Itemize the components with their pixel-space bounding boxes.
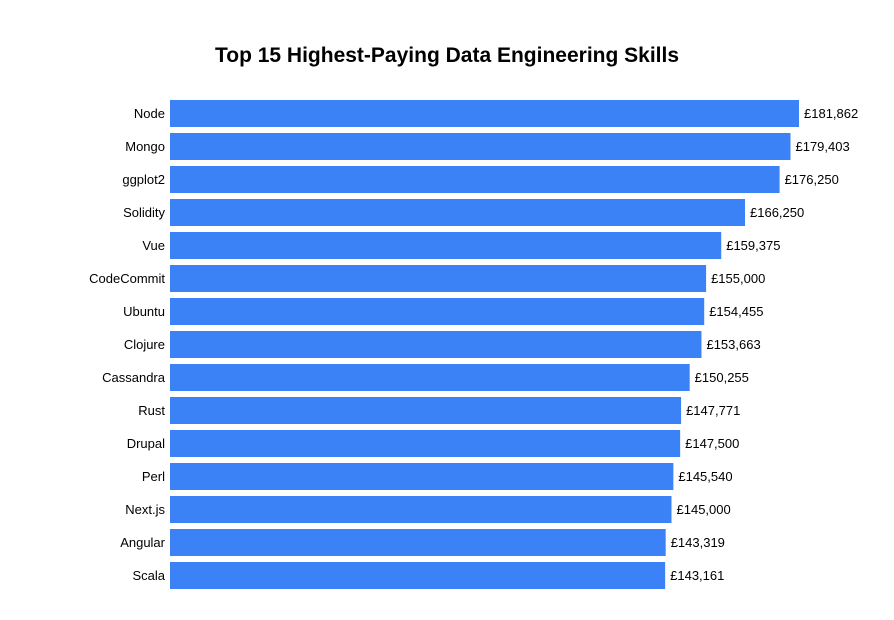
value-label-ubuntu: £154,455 — [709, 304, 763, 319]
value-label-cassandra: £150,255 — [695, 370, 749, 385]
bar-rust — [170, 397, 682, 424]
value-label-mongo: £179,403 — [795, 139, 849, 154]
category-label-perl: Perl — [142, 469, 165, 484]
bar-clojure — [170, 331, 702, 358]
bar-ubuntu — [170, 298, 705, 325]
category-labels: Node Mongo ggplot2 Solidity Vue CodeCommit Ubu… — [89, 106, 166, 583]
bar-node — [170, 100, 799, 127]
value-label-angular: £143,319 — [671, 535, 725, 550]
bar-codecommit — [170, 265, 707, 292]
bar-cassandra — [170, 364, 690, 391]
category-label-vue: Vue — [142, 238, 165, 253]
category-label-angular: Angular — [120, 535, 165, 550]
bar-drupal — [170, 430, 681, 457]
category-label-cassandra: Cassandra — [102, 370, 166, 385]
value-label-vue: £159,375 — [726, 238, 780, 253]
category-label-mongo: Mongo — [125, 139, 165, 154]
value-label-drupal: £147,500 — [685, 436, 739, 451]
category-label-solidity: Solidity — [123, 205, 165, 220]
category-label-scala: Scala — [132, 568, 165, 583]
value-label-rust: £147,771 — [686, 403, 740, 418]
bar-next-js — [170, 496, 672, 523]
category-label-ubuntu: Ubuntu — [123, 304, 165, 319]
category-label-drupal: Drupal — [127, 436, 165, 451]
bar-solidity — [170, 199, 746, 226]
category-label-node: Node — [134, 106, 165, 121]
bar-ggplot2 — [170, 166, 780, 193]
bar-mongo — [170, 133, 791, 160]
bar-scala — [170, 562, 666, 589]
value-label-codecommit: £155,000 — [711, 271, 765, 286]
category-label-next-js: Next.js — [125, 502, 165, 517]
value-label-node: £181,862 — [804, 106, 858, 121]
category-label-codecommit: CodeCommit — [89, 271, 165, 286]
value-label-next-js: £145,000 — [677, 502, 731, 517]
chart-title: Top 15 Highest-Paying Data Engineering S… — [214, 44, 680, 67]
value-labels: £181,862 £179,403 £176,250 £166,250 £159,375… — [670, 106, 858, 583]
bar-perl — [170, 463, 674, 490]
category-label-clojure: Clojure — [124, 337, 165, 352]
value-label-solidity: £166,250 — [750, 205, 804, 220]
bar-angular — [170, 529, 666, 556]
value-label-scala: £143,161 — [670, 568, 724, 583]
bar-vue — [170, 232, 722, 259]
bars-group — [170, 100, 799, 589]
value-label-clojure: £153,663 — [706, 337, 760, 352]
category-label-ggplot2: ggplot2 — [122, 172, 165, 187]
value-label-ggplot2: £176,250 — [785, 172, 839, 187]
value-label-perl: £145,540 — [678, 469, 732, 484]
category-label-rust: Rust — [138, 403, 165, 418]
